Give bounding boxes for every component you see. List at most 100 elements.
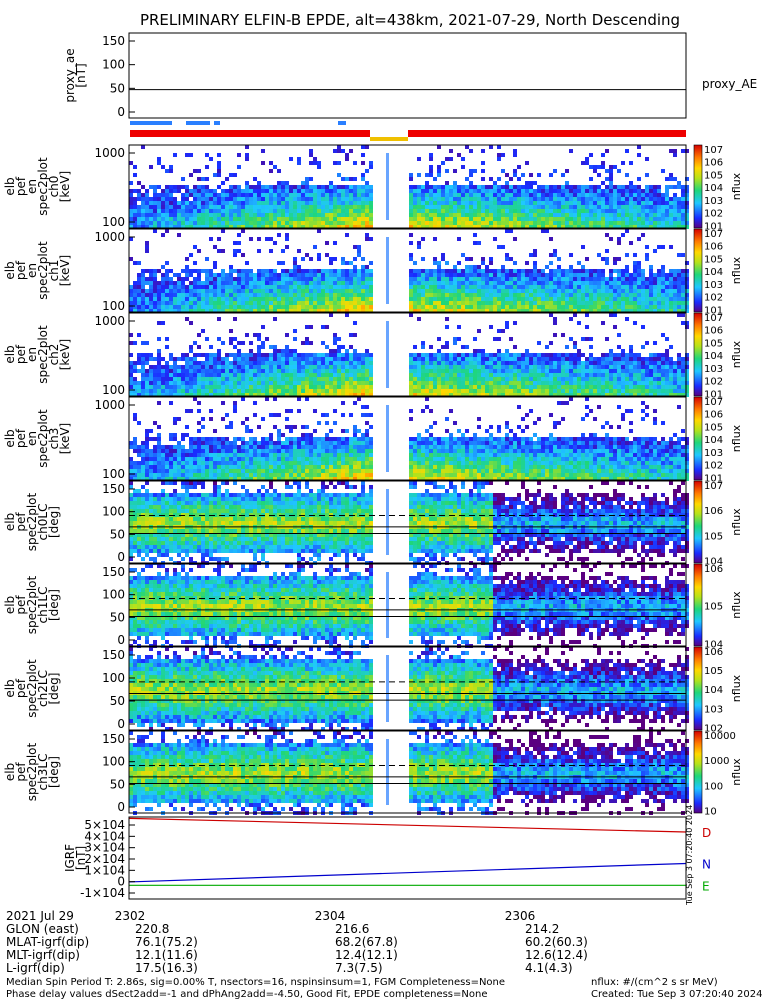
xrow-label: MLAT-igrf(dip) [6,935,89,949]
colorbar [694,397,702,480]
plot-title: PRELIMINARY ELFIN-B EPDE, alt=438km, 202… [140,11,680,29]
gap-strip [386,321,389,388]
igrf-label-D: D [702,826,711,840]
colorbar-tick: 103 [704,704,723,715]
footer-line-1: Median Spin Period T: 2.86s, sig=0.00% T… [6,977,505,988]
ytick-label: 150 [102,565,125,579]
colorbar-tick: 102 [704,377,723,388]
ytick-label: 50 [110,610,125,624]
panels-group: proxy_ae[nT]proxy_AE150100500elbpefenspe… [3,33,757,906]
gap-strip [386,655,389,722]
colorbar-tick: 107 [704,313,723,324]
colorbar-tick: 103 [704,196,723,207]
spectrogram-cells [129,647,689,731]
proxy-ae-label: proxy_AE [702,77,757,91]
colorbar [694,647,702,730]
colorbar-tick: 104 [704,351,723,362]
colorbar-tick: 100 [704,781,723,792]
xrow-value: 12.6(12.4) [525,948,588,962]
xrow-value: 12.4(12.1) [335,948,398,962]
footer-units: nflux: #/(cm^2 s sr MeV) [591,977,718,988]
colorbar-tick: 10000 [704,731,736,742]
panel-spec2plot-en-ch3: elbpefenspec2plotch3[keV]107106105104103… [3,397,743,484]
ylabel-line: [deg] [47,506,61,538]
footer-created: Created: Tue Sep 3 07:20:40 2024 [591,989,763,1000]
xrow-value: 17.5(16.3) [135,961,198,975]
ytick-label: 50 [110,527,125,541]
science-zone-bar-left [130,130,370,137]
gap-strip [386,153,389,220]
colorbar-tick: 106 [704,647,723,658]
xrow-value: 214.2 [525,922,559,936]
colorbar-tick: 105 [704,531,723,542]
panel-spec2plot-ch2LC: elbpefspec2plotch2LC[deg]106105104103102… [3,647,743,734]
availability-bar-blue-4 [338,121,346,125]
gap-strip [386,489,389,555]
colorbar-tick: 104 [704,183,723,194]
colorbar-label: nflux [730,758,743,786]
colorbar [694,481,702,563]
colorbar [694,313,702,396]
colorbar-tick: 104 [704,685,723,696]
xrow-label: MLT-igrf(dip) [6,948,80,962]
ytick-label: -1×104 [80,886,125,900]
spectrogram-cells [129,564,689,648]
ytick-label: 100 [102,755,125,769]
ylabel-line: [keV] [58,255,72,286]
ytick-label: 150 [102,34,125,48]
panel-spec2plot-en-ch2: elbpefenspec2plotch2[keV]107106105104103… [3,313,743,400]
panel-frame [129,817,686,899]
ytick-label: 0 [117,105,125,119]
xrow-value: 76.1(75.2) [135,935,198,949]
panel-spec2plot-ch3LC: elbpefspec2plotch3LC[deg]10000100010010n… [3,731,743,817]
colorbar-tick: 104 [704,435,723,446]
panel-frame [129,33,686,118]
colorbar-tick: 105 [704,254,723,265]
xrow-value: 220.8 [135,922,169,936]
colorbar-tick: 107 [704,145,723,156]
ytick-label: 100 [102,299,125,313]
colorbar-tick: 106 [704,506,723,517]
availability-bar-blue-2 [186,121,210,125]
spectrogram-cells [129,229,689,313]
spectrogram-cells [129,397,689,481]
colorbar-tick: 106 [704,326,723,337]
colorbar-label: nflux [730,424,743,452]
ytick-label: 1000 [94,314,125,328]
colorbar-tick: 105 [704,422,723,433]
ytick-label: 0 [117,633,125,647]
ytick-label: 0 [117,550,125,564]
footer-line-2: Phase delay values dSect2add=-1 and dPhA… [6,989,487,1000]
igrf-label-N: N [702,857,711,871]
ytick-label: 1000 [94,398,125,412]
ytick-label: 100 [102,383,125,397]
xrow-value: 2306 [505,909,536,923]
colorbar-tick: 1000 [704,756,729,767]
ytick-label: 100 [102,215,125,229]
xrow-label: L-igrf(dip) [6,961,65,975]
colorbar-tick: 102 [704,209,723,220]
xrow-value: 60.2(60.3) [525,935,588,949]
spectrogram-cells [129,731,689,815]
ytick-label: 50 [110,694,125,708]
colorbar-tick: 106 [704,564,723,575]
panel-spec2plot-ch1LC: elbpefspec2plotch1LC[deg]106105104nflux1… [3,564,743,650]
ytick-label: 150 [102,648,125,662]
xrow-value: 68.2(67.8) [335,935,398,949]
colorbar-tick: 103 [704,364,723,375]
xrow-value: 7.3(7.5) [335,961,383,975]
ylabel-line: [keV] [58,339,72,370]
colorbar-label: nflux [730,340,743,368]
ytick-label: 150 [102,732,125,746]
ytick-label: 150 [102,482,125,496]
colorbar-tick: 10 [704,806,717,817]
colorbar-label: nflux [730,674,743,702]
colorbar-label: nflux [730,256,743,284]
igrf-label-E: E [702,879,710,893]
science-zone-bar-right [408,130,686,137]
ytick-label: 100 [102,505,125,519]
